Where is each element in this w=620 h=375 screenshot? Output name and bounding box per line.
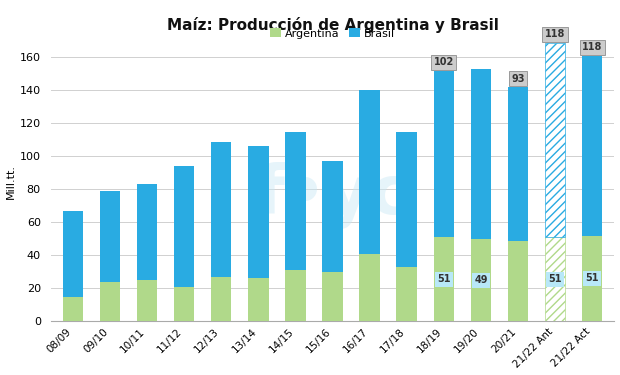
Bar bbox=[248, 279, 268, 321]
Text: 118: 118 bbox=[582, 42, 603, 52]
Text: f•yc: f•yc bbox=[255, 162, 410, 229]
Bar bbox=[508, 240, 528, 321]
Text: 49: 49 bbox=[474, 275, 488, 285]
Bar bbox=[360, 254, 380, 321]
Bar bbox=[582, 236, 603, 321]
Text: 51: 51 bbox=[585, 273, 599, 284]
Bar bbox=[360, 90, 380, 254]
Text: 102: 102 bbox=[433, 57, 454, 67]
Bar bbox=[545, 43, 565, 237]
Bar bbox=[433, 70, 454, 237]
Bar bbox=[248, 147, 268, 279]
Bar bbox=[397, 132, 417, 267]
Bar bbox=[211, 141, 231, 277]
Bar bbox=[63, 211, 83, 297]
Bar bbox=[285, 132, 306, 270]
Bar bbox=[582, 56, 603, 236]
Bar bbox=[397, 267, 417, 321]
Bar bbox=[322, 272, 343, 321]
Text: 51: 51 bbox=[548, 274, 562, 284]
Bar bbox=[471, 69, 491, 239]
Text: 51: 51 bbox=[437, 274, 451, 284]
Bar bbox=[471, 239, 491, 321]
Bar bbox=[63, 297, 83, 321]
Bar bbox=[285, 270, 306, 321]
Bar bbox=[433, 237, 454, 321]
Bar bbox=[100, 282, 120, 321]
Bar bbox=[174, 166, 194, 287]
Bar bbox=[211, 277, 231, 321]
Bar bbox=[137, 184, 157, 280]
Bar bbox=[545, 237, 565, 321]
Title: Maíz: Producción de Argentina y Brasil: Maíz: Producción de Argentina y Brasil bbox=[167, 17, 498, 33]
Bar bbox=[322, 161, 343, 272]
Text: 93: 93 bbox=[512, 74, 525, 84]
Bar bbox=[137, 280, 157, 321]
Legend: Argentina, Brasil: Argentina, Brasil bbox=[265, 24, 400, 43]
Bar bbox=[174, 287, 194, 321]
Y-axis label: Mill.tt.: Mill.tt. bbox=[6, 164, 16, 199]
Bar bbox=[100, 191, 120, 282]
Bar bbox=[508, 87, 528, 240]
Text: 118: 118 bbox=[545, 29, 565, 39]
